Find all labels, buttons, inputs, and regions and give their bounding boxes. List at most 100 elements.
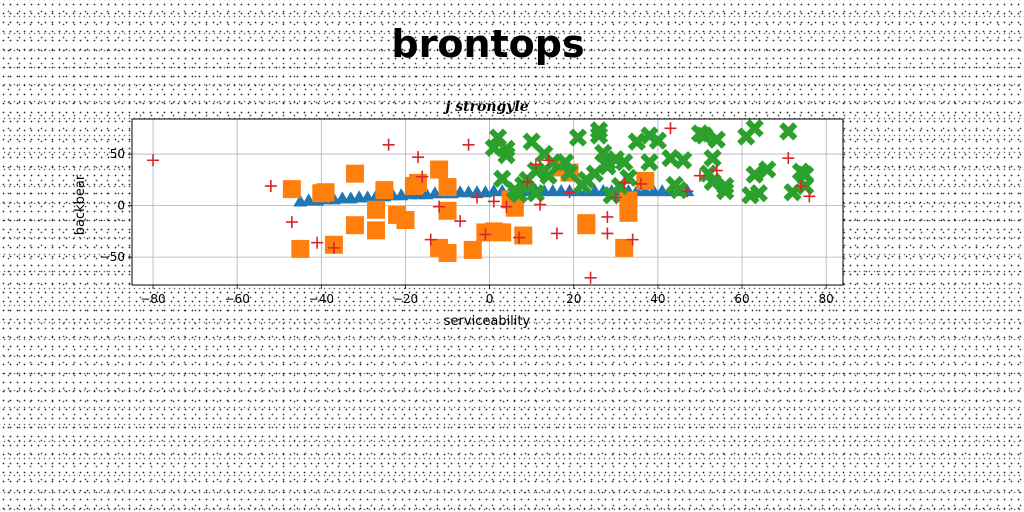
data-point: [589, 126, 609, 145]
data-point: [619, 191, 638, 210]
x-tick-label: −80: [140, 292, 165, 306]
data-point: [479, 228, 492, 241]
data-point: [693, 169, 706, 182]
data-point: [416, 170, 429, 183]
data-point: [438, 244, 457, 263]
data-point: [534, 198, 547, 211]
data-point: [640, 153, 659, 172]
data-point: [674, 151, 693, 170]
data-point: [585, 164, 604, 183]
data-point: [438, 178, 457, 197]
data-point: [382, 138, 395, 151]
data-point: [412, 151, 425, 164]
data-point: [542, 154, 555, 167]
data-point: [316, 183, 335, 202]
data-point: [430, 160, 449, 179]
y-tick-label: −50: [100, 250, 125, 264]
data-point: [794, 180, 807, 193]
data-point: [311, 236, 324, 249]
plot-frame: [131, 118, 844, 286]
data-point: [514, 226, 533, 245]
data-point: [664, 122, 677, 135]
data-point: [615, 238, 634, 257]
data-point: [497, 139, 516, 159]
data-point: [716, 182, 735, 201]
data-point: [695, 126, 714, 145]
data-point: [749, 184, 768, 203]
data-point: [779, 122, 798, 141]
x-tick-label: −40: [309, 292, 334, 306]
data-point: [327, 241, 340, 254]
data-point: [568, 128, 588, 147]
data-point: [560, 163, 579, 182]
data-point: [758, 160, 777, 179]
x-tick-label: 40: [650, 292, 665, 306]
data-point: [282, 180, 301, 199]
data-point: [463, 240, 482, 259]
data-point: [636, 171, 655, 190]
data-point: [454, 215, 467, 228]
data-point: [796, 165, 815, 184]
y-tick-label: 50: [110, 147, 125, 161]
y-tick-label: 0: [117, 199, 125, 213]
data-point: [745, 119, 764, 138]
data-point: [367, 221, 386, 240]
data-marks: [147, 119, 816, 284]
data-point: [681, 185, 694, 198]
data-point: [627, 132, 646, 151]
data-point: [648, 131, 668, 150]
data-point: [609, 191, 622, 204]
x-tick-label: 20: [566, 292, 581, 306]
data-point: [707, 130, 726, 149]
data-point: [264, 180, 277, 193]
data-point: [493, 169, 512, 188]
data-point: [147, 154, 160, 167]
y-axis-label: backbear: [73, 174, 88, 235]
data-point: [601, 227, 614, 240]
data-point: [345, 216, 364, 235]
data-point: [556, 153, 575, 172]
data-point: [661, 149, 680, 168]
axis-ticks: −80 −60 −40 −20 0 20 40 60 80 −50 0 50: [100, 147, 834, 306]
data-point: [563, 186, 576, 199]
data-point: [584, 271, 597, 284]
data-point: [424, 233, 437, 246]
data-point: [577, 216, 596, 235]
x-axis-label: serviceability: [444, 314, 531, 329]
data-point: [529, 158, 542, 171]
data-point: [783, 183, 802, 202]
data-point: [703, 149, 722, 168]
data-point: [285, 216, 298, 229]
data-point: [291, 239, 310, 258]
data-point: [462, 138, 475, 151]
data-point: [367, 200, 386, 219]
x-tick-label: 0: [486, 292, 494, 306]
data-point: [803, 190, 816, 203]
data-point: [526, 161, 546, 180]
x-tick-label: −20: [393, 292, 418, 306]
data-point: [522, 132, 541, 151]
data-point: [782, 152, 795, 165]
data-point: [539, 166, 558, 185]
data-point: [438, 201, 457, 220]
data-point: [550, 227, 563, 240]
data-point: [669, 181, 689, 200]
data-point: [618, 176, 631, 189]
x-tick-label: 60: [734, 292, 749, 306]
data-point: [433, 200, 446, 213]
data-point: [493, 223, 512, 242]
data-point: [601, 210, 614, 223]
axes-title: j strongyle: [442, 99, 528, 115]
data-point: [500, 200, 513, 213]
data-point: [745, 165, 764, 184]
data-point: [470, 191, 483, 204]
data-point: [615, 153, 634, 172]
data-point: [526, 184, 546, 203]
series-x: [484, 119, 815, 205]
data-point: [487, 195, 500, 208]
figure-suptitle: brontops: [391, 22, 585, 66]
data-point: [635, 177, 648, 190]
data-point: [375, 181, 394, 200]
data-point: [710, 164, 723, 177]
data-point: [513, 231, 526, 244]
